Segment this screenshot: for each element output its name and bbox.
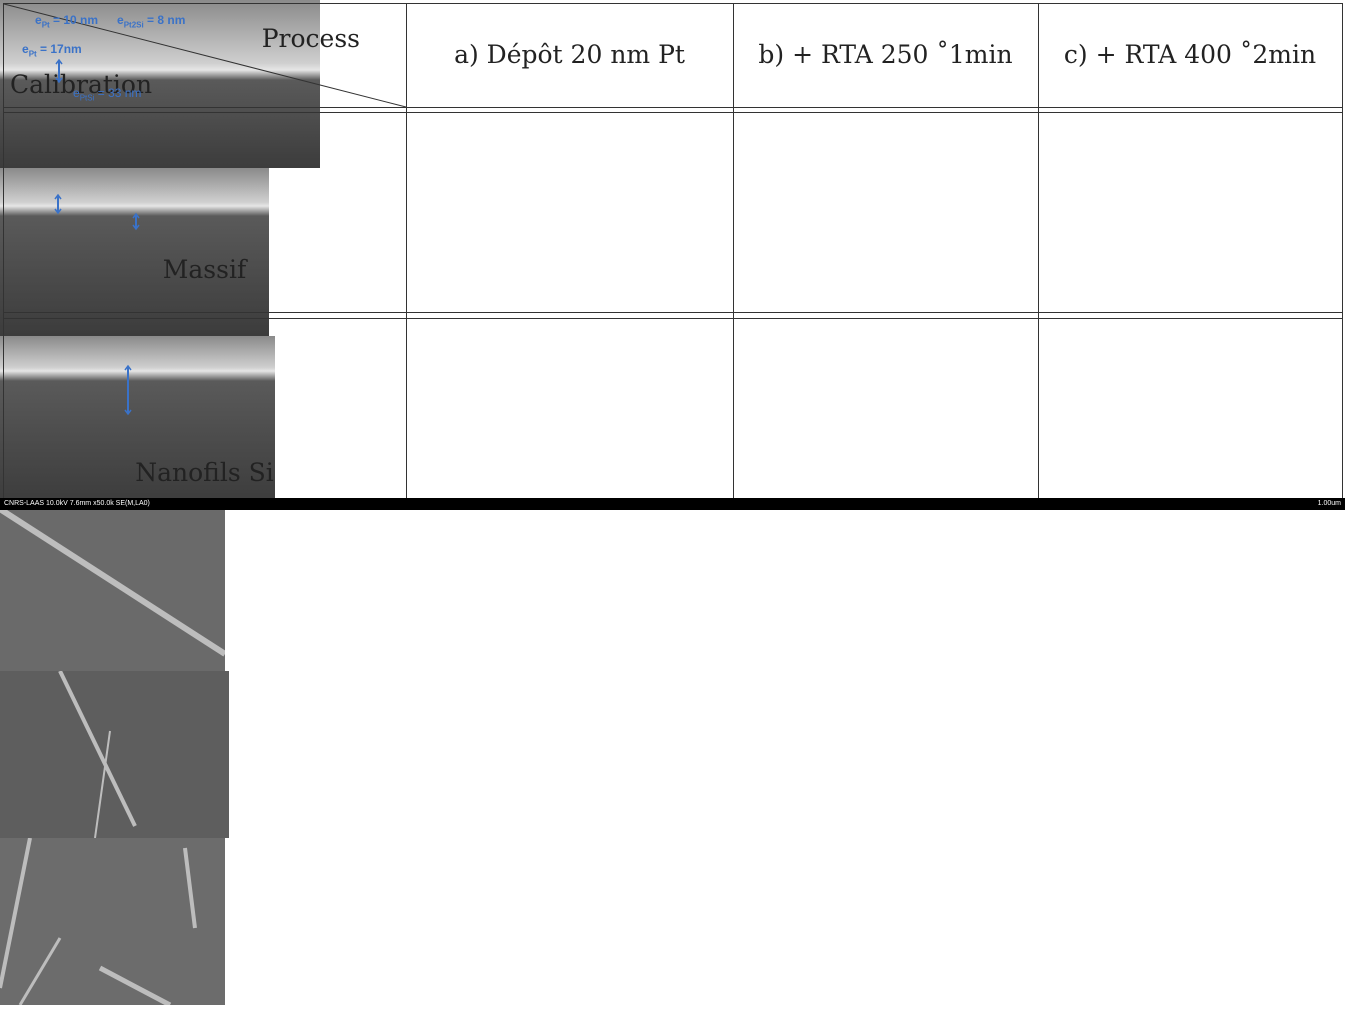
column-header: c) + RTA 400 ˚2min xyxy=(1063,40,1317,69)
border xyxy=(733,3,734,510)
annotation: ePtSi = 33 nm xyxy=(73,86,141,102)
diagonal xyxy=(3,3,407,108)
border xyxy=(3,3,4,510)
annotation-base: e xyxy=(35,13,42,27)
sem-image: CNRS-LAAS 10.0kV 7.5mm x80.0k SE(M,LA0)5… xyxy=(0,498,1345,839)
annotation-base: e xyxy=(73,86,80,100)
sem-image: CNRS-LAAS 10.0kV 7.7mm x70.0k SE(M,LA0)5… xyxy=(0,498,1345,671)
annotation-base: e xyxy=(22,42,29,56)
column-header: a) Dépôt 20 nm Pt xyxy=(454,40,685,69)
border xyxy=(3,112,1342,113)
border xyxy=(3,107,1342,108)
image-content xyxy=(0,670,229,839)
border xyxy=(3,3,1342,4)
corner-bottom: Calibration xyxy=(10,70,153,99)
border xyxy=(3,312,1342,313)
annotation-sub: Pt xyxy=(28,49,37,59)
scale-label: 1.00um xyxy=(1317,500,1341,507)
sem-image: CNRS-LAAS 10.0kV 7.6mm x50.0k SE(M,LA0) 1… xyxy=(0,498,1345,1008)
annotation-text: = 8 nm xyxy=(143,13,186,27)
column-header: b) + RTA 250 ˚1min xyxy=(758,40,1013,69)
annotation-text: = 33 nm xyxy=(94,86,142,100)
border xyxy=(406,3,407,510)
border xyxy=(1342,3,1343,510)
annotation-text: = 17nm xyxy=(36,42,82,56)
row-label: Massif xyxy=(162,255,247,284)
image-content xyxy=(0,336,275,504)
image-content xyxy=(0,504,227,671)
image-caption: CNRS-LAAS 10.0kV 7.6mm x50.0k SE(M,LA0) 1… xyxy=(0,498,1345,510)
border xyxy=(3,318,1342,319)
corner-top: Process xyxy=(261,24,360,53)
image-content xyxy=(0,837,225,1008)
border xyxy=(1038,3,1039,510)
annotation: ePt = 10 nm xyxy=(35,13,98,29)
sem-image: CNRS-LAAS 20.0kV 4.4mm x700k SE(M,LA0)50… xyxy=(0,13,1345,510)
annotation-sub: Pt2Si xyxy=(123,20,144,30)
annotation-text: = 10 nm xyxy=(49,13,99,27)
image-content xyxy=(0,168,269,336)
annotation: ePt2Si = 8 nm xyxy=(117,13,185,29)
annotation: ePt = 17nm xyxy=(22,42,82,58)
row-label: Nanofils Si xyxy=(135,458,274,487)
image-content xyxy=(0,0,320,168)
annotation-sub: PtSi xyxy=(79,93,95,103)
annotation-base: e xyxy=(117,13,124,27)
annotation-sub: Pt xyxy=(41,20,50,30)
